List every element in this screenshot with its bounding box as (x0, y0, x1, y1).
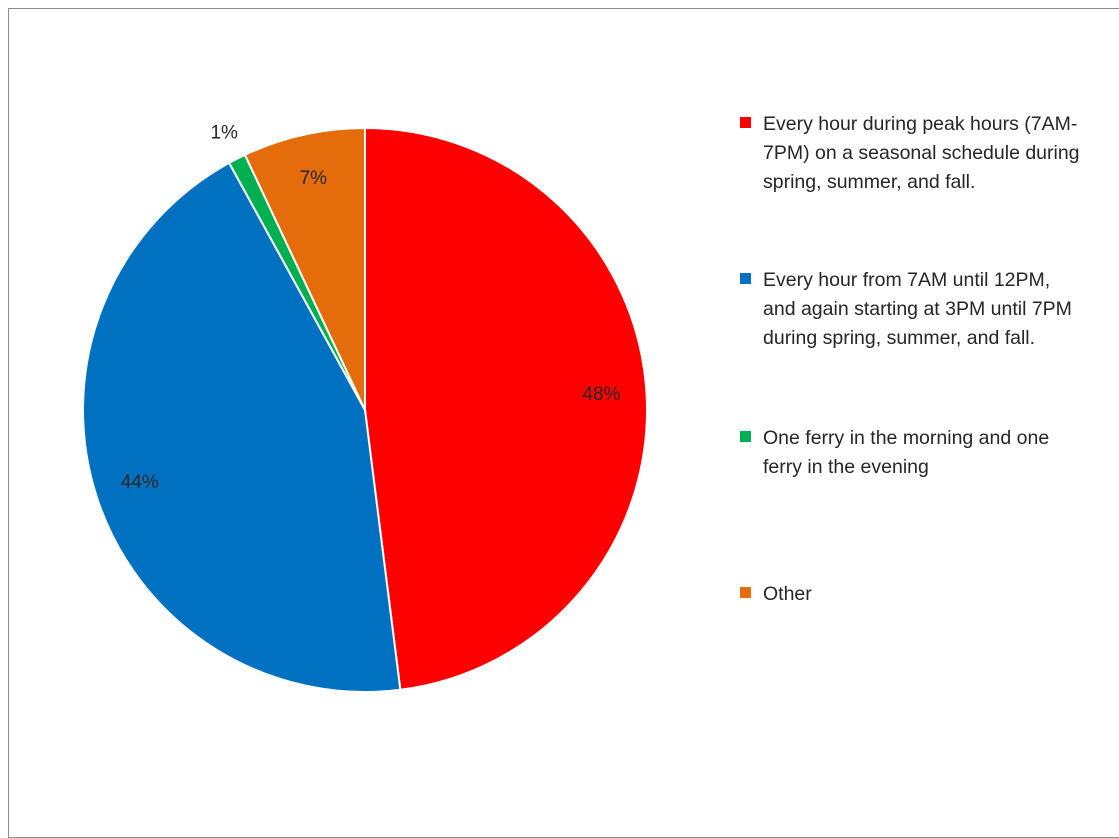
legend-label: Other (763, 583, 812, 605)
pie-slice (82, 161, 402, 693)
legend-swatch (740, 587, 751, 598)
data-label: 1% (210, 123, 238, 144)
data-label: 7% (300, 168, 328, 189)
legend-item: Other (740, 580, 1085, 609)
legend-item: Every hour from 7AM until 12PM, and agai… (740, 266, 1085, 353)
data-label: 44% (121, 472, 159, 493)
legend-label: Every hour from 7AM until 12PM, and agai… (763, 269, 1072, 349)
pie-slice (364, 126, 648, 691)
legend-swatch (740, 273, 751, 284)
legend-swatch (740, 117, 751, 128)
legend-item: Every hour during peak hours (7AM-7PM) o… (740, 110, 1085, 197)
legend-swatch (740, 431, 751, 442)
legend-label: Every hour during peak hours (7AM-7PM) o… (763, 113, 1080, 193)
data-label: 48% (582, 384, 620, 405)
pie-chart: 48% 44% 1% 7% (82, 123, 648, 693)
legend-label: One ferry in the morning and one ferry i… (763, 427, 1050, 478)
legend-item: One ferry in the morning and one ferry i… (740, 424, 1085, 482)
pie-slice (243, 126, 366, 411)
